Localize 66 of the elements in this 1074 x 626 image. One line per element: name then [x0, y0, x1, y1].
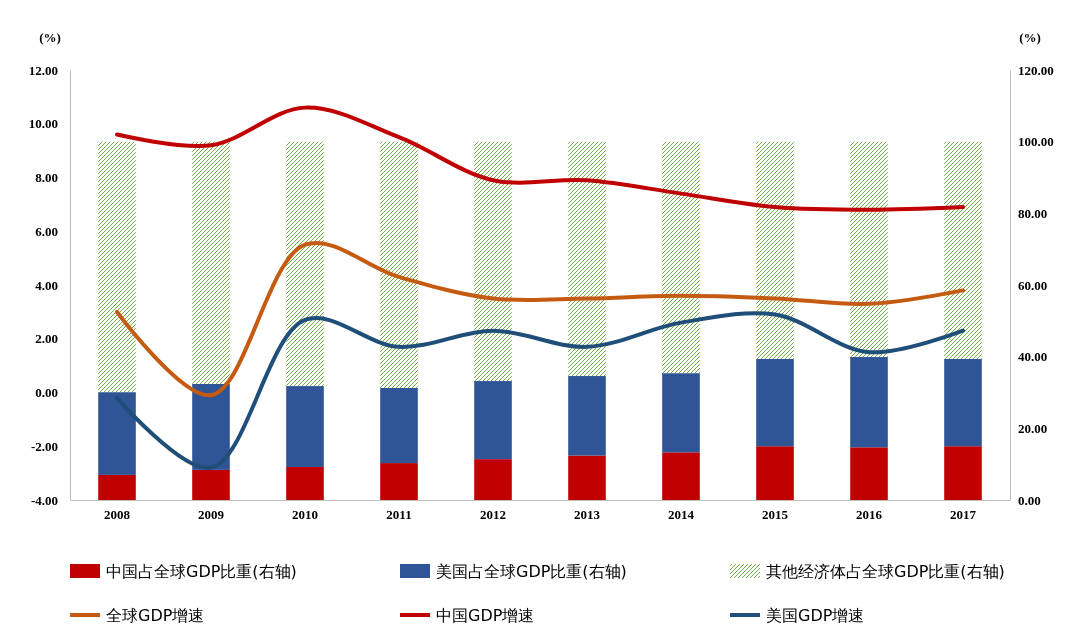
bar [192, 141, 230, 384]
line-series [115, 311, 965, 470]
bar [568, 455, 606, 500]
x-tick-label: 2017 [950, 507, 977, 523]
bar [474, 381, 512, 460]
bar [944, 358, 982, 447]
x-tick-label: 2010 [292, 507, 318, 523]
bar [662, 452, 700, 500]
bar [662, 373, 700, 453]
legend-label: 全球GDP增速 [106, 606, 205, 625]
bar [662, 141, 700, 374]
line-series [115, 241, 965, 398]
y-tick-label: 8.00 [35, 170, 58, 186]
bar [474, 141, 512, 382]
x-tick-label: 2014 [668, 507, 695, 523]
x-tick-label: 2015 [762, 507, 789, 523]
bar [568, 376, 606, 456]
x-tick-label: 2012 [480, 507, 506, 523]
x-tick-label: 2008 [104, 507, 131, 523]
x-tick-label: 2009 [198, 507, 225, 523]
bar [286, 141, 324, 387]
bar [286, 386, 324, 468]
y2-tick-label: 60.00 [1018, 277, 1048, 293]
bar [756, 358, 794, 447]
y-tick-label: -2.00 [30, 438, 58, 454]
y2-tick-label: 120.00 [1018, 62, 1054, 78]
y2-tick-label: 100.00 [1018, 134, 1054, 150]
legend-label: 美国占全球GDP比重(右轴) [436, 562, 627, 581]
y-tick-label: 4.00 [35, 277, 58, 293]
bar [286, 467, 324, 500]
legend-label: 中国占全球GDP比重(右轴) [106, 562, 297, 581]
y-tick-label: 2.00 [35, 331, 58, 347]
y2-axis-title: (%) [1019, 30, 1041, 45]
bar [756, 141, 794, 359]
bar [380, 141, 418, 388]
bar [474, 459, 512, 500]
x-tick-label: 2016 [856, 507, 883, 523]
legend-label: 其他经济体占全球GDP比重(右轴) [766, 562, 1005, 581]
y2-tick-label: 40.00 [1018, 349, 1048, 365]
bar [192, 469, 230, 500]
bar [98, 474, 136, 500]
legend-label: 中国GDP增速 [436, 606, 535, 625]
bar [98, 392, 136, 475]
bar [944, 446, 982, 500]
bar [850, 357, 888, 448]
x-tick-label: 2011 [386, 507, 412, 523]
bar [944, 141, 982, 359]
x-tick-label: 2013 [574, 507, 601, 523]
bar [380, 463, 418, 500]
y-tick-label: 10.00 [28, 116, 58, 132]
y-tick-label: 12.00 [28, 62, 58, 78]
bar [568, 141, 606, 377]
line-series [115, 105, 965, 212]
bar [756, 446, 794, 500]
y-tick-label: 0.00 [35, 385, 58, 401]
y-tick-label: -4.00 [30, 492, 58, 508]
y-tick-label: 6.00 [35, 223, 58, 239]
bar [850, 141, 888, 358]
y2-tick-label: 20.00 [1018, 420, 1048, 436]
y-axis-title: (%) [39, 30, 61, 45]
y2-tick-label: 0.00 [1018, 492, 1041, 508]
bar [850, 447, 888, 500]
bar [380, 387, 418, 464]
y2-tick-label: 80.00 [1018, 205, 1048, 221]
bar [98, 141, 136, 393]
legend-label: 美国GDP增速 [766, 606, 865, 625]
